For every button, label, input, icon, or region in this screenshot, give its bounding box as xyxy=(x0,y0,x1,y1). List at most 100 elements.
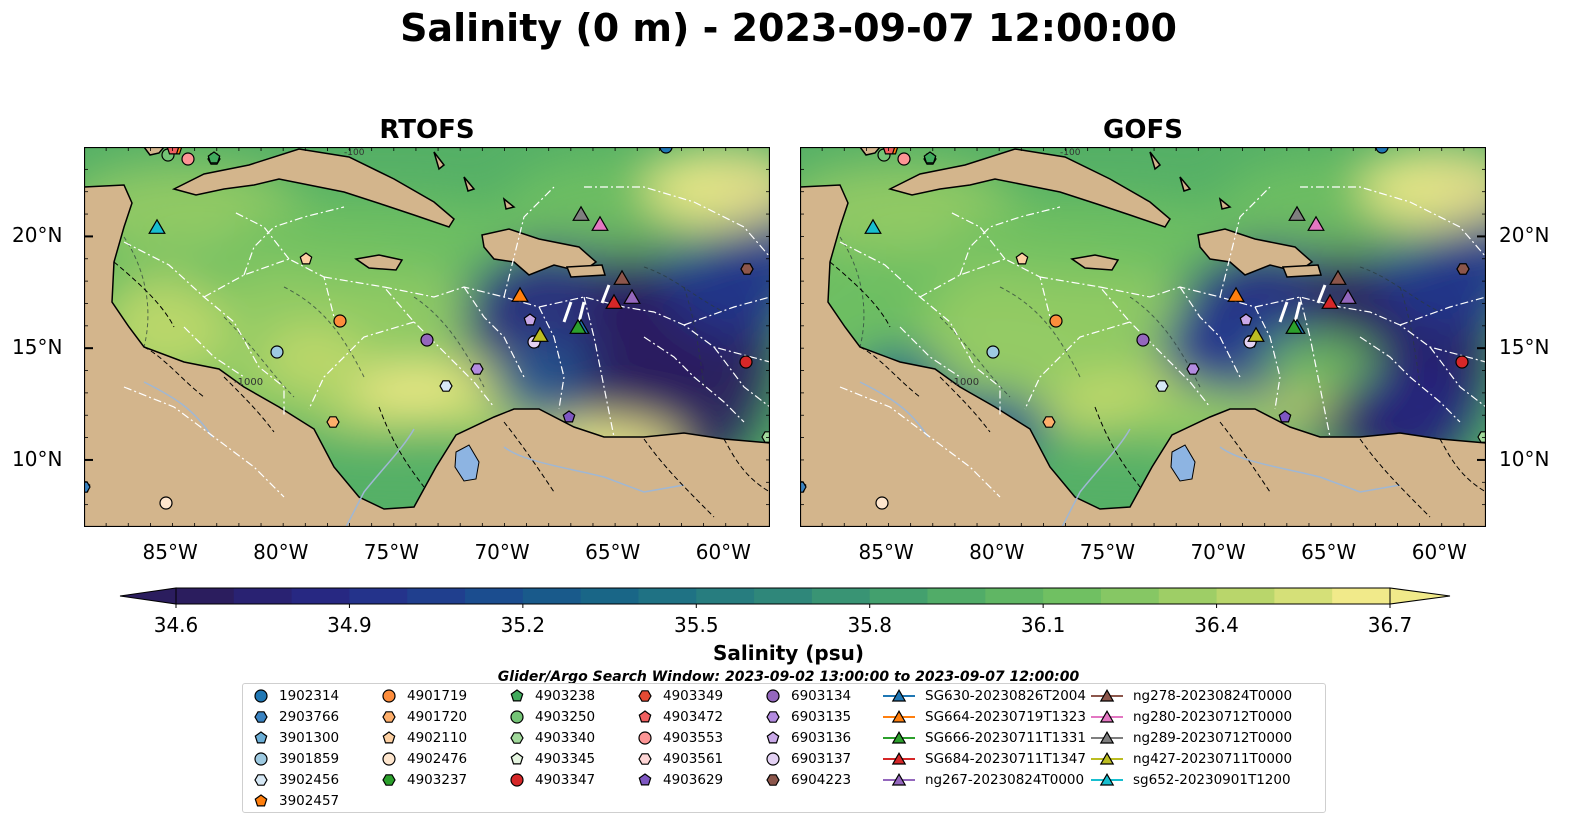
legend-marker-shape xyxy=(510,731,524,744)
legend-marker-shape xyxy=(510,688,524,701)
legend-item: SG684-20230711T1347 xyxy=(883,748,1086,769)
legend-item: 4903349 xyxy=(637,685,723,706)
marker-4901720 xyxy=(326,416,340,428)
marker-4903347 xyxy=(739,355,753,369)
salinity-patch xyxy=(1360,147,1486,227)
land xyxy=(143,147,165,156)
legend-label: 4902476 xyxy=(407,750,468,767)
salinity-patch xyxy=(644,147,770,227)
legend-item: ng427-20230711T0000 xyxy=(1091,748,1292,769)
legend-marker-shape xyxy=(766,751,780,766)
legend-marker-shape xyxy=(766,730,780,743)
colorbar-label: Salinity (psu) xyxy=(712,641,864,665)
lon-tick-label: 65°W xyxy=(585,540,641,564)
depth-contour xyxy=(283,286,365,378)
legend-marker xyxy=(1091,709,1123,723)
legend-marker-shape xyxy=(382,751,396,766)
marker-ng280-20230712T0000 xyxy=(1307,215,1325,231)
marker-3901859 xyxy=(270,345,284,359)
legend-label: 4903345 xyxy=(535,750,596,767)
marker-SG666-20230711T1331 xyxy=(569,318,587,334)
legend-label: ng267-20230824T0000 xyxy=(925,771,1085,788)
legend-marker-shape xyxy=(510,709,524,724)
colorbar-tick-label: 35.2 xyxy=(500,613,546,637)
marker-3902456 xyxy=(1155,380,1169,392)
land xyxy=(800,184,1486,527)
legend-marker xyxy=(638,709,652,722)
legend-label: 1902314 xyxy=(279,687,340,704)
legend-label: sg652-20230901T1200 xyxy=(1133,771,1291,788)
eez-boundary xyxy=(1300,186,1486,258)
legend-marker-shape xyxy=(891,751,907,765)
legend-marker-shape xyxy=(1099,772,1115,786)
legend-marker xyxy=(254,773,268,786)
eez-boundary xyxy=(713,346,770,408)
legend-item: 4903345 xyxy=(509,748,595,769)
legend-marker-shape xyxy=(1099,730,1115,744)
marker-SG664-20230719T1323 xyxy=(1227,286,1245,302)
legend-marker xyxy=(883,772,915,786)
legend-item: 6904223 xyxy=(765,769,851,790)
eez-boundary xyxy=(1399,296,1486,326)
legend-marker xyxy=(766,751,780,766)
salinity-map-rtofs: -1000 -100 xyxy=(84,147,770,527)
colorbar-segment xyxy=(407,588,466,604)
land xyxy=(171,148,455,228)
colorbar-segment xyxy=(754,588,813,604)
legend-item: 3901859 xyxy=(253,748,339,769)
legend-item: ng280-20230712T0000 xyxy=(1091,706,1292,727)
legend-label: 6903136 xyxy=(791,729,852,746)
salinity-patch xyxy=(574,352,714,422)
legend-item: 6903136 xyxy=(765,727,851,748)
marker-ng289-20230712T0000 xyxy=(1288,205,1306,221)
legend-item: 4903340 xyxy=(509,727,595,748)
legend: 1902314 2903766 3901300 3901859 3902456 39024… xyxy=(242,683,1326,813)
salinity-patch xyxy=(1360,357,1480,457)
legend-label: ng427-20230711T0000 xyxy=(1133,750,1293,767)
legend-marker xyxy=(254,751,268,766)
colorbar-segment xyxy=(1332,588,1391,604)
lon-tick-label: 75°W xyxy=(363,540,420,564)
marker-4903347 xyxy=(1455,355,1469,369)
land xyxy=(354,254,404,271)
country-border xyxy=(723,438,770,493)
eez-boundary xyxy=(839,241,1001,417)
colorbar-segment xyxy=(869,588,929,604)
lon-tick-label: 70°W xyxy=(474,540,530,564)
legend-marker xyxy=(382,751,396,766)
glider-track xyxy=(562,301,573,323)
glider-track xyxy=(1293,301,1302,323)
depth-contour xyxy=(643,266,725,313)
legend-label: 4901720 xyxy=(407,708,468,725)
legend-marker xyxy=(883,730,915,744)
lat-tick-label: 20°N xyxy=(12,223,63,248)
legend-item: 6903134 xyxy=(765,685,851,706)
eez-boundary xyxy=(959,206,1061,276)
legend-item: ng289-20230712T0000 xyxy=(1091,727,1292,748)
legend-item: 6903135 xyxy=(765,706,851,727)
legend-marker xyxy=(1091,730,1123,744)
legend-item: ng267-20230824T0000 xyxy=(883,769,1084,790)
legend-item: 4903347 xyxy=(509,769,595,790)
marker-4903553 xyxy=(181,152,195,166)
eez-boundary xyxy=(1179,286,1241,378)
legend-marker xyxy=(254,710,268,723)
legend-item: 4903237 xyxy=(381,769,467,790)
river xyxy=(503,446,685,493)
country-border xyxy=(113,261,175,328)
legend-label: 4903629 xyxy=(663,771,724,788)
legend-item: 3902457 xyxy=(253,790,339,811)
land xyxy=(1149,151,1232,210)
colorbar-segment xyxy=(638,588,697,604)
colorbar-segment xyxy=(580,588,639,604)
legend-marker-shape xyxy=(891,730,907,744)
marker-ng278-20230824T0000 xyxy=(613,269,631,285)
figure-title: Salinity (0 m) - 2023-09-07 12:00:00 xyxy=(400,6,1177,50)
legend-label: 4902110 xyxy=(407,729,468,746)
marker-ng427-20230711T0000 xyxy=(1247,326,1265,342)
country-border xyxy=(503,421,555,493)
marker-1902314 xyxy=(659,147,673,154)
land xyxy=(84,184,770,527)
legend-label: 4903349 xyxy=(663,687,724,704)
glider-track xyxy=(1278,301,1289,323)
